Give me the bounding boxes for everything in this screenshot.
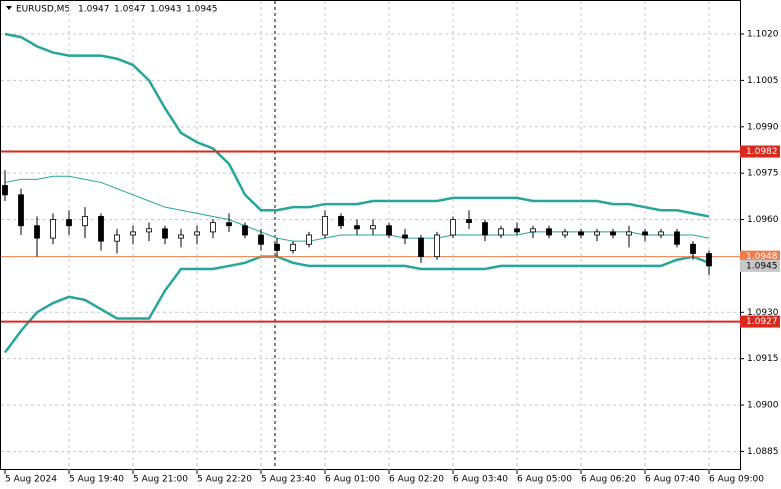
candle-body xyxy=(418,237,424,258)
candle-body xyxy=(690,243,696,254)
y-tick-label: 1.0900 xyxy=(747,401,779,411)
level-label-box xyxy=(740,315,780,328)
candle-body xyxy=(402,234,408,239)
candle-body xyxy=(34,225,40,239)
x-tick-label: 5 Aug 23:40 xyxy=(261,475,316,485)
candle-body xyxy=(594,231,600,236)
level-label: 1.0948 xyxy=(746,252,778,262)
x-tick-label: 6 Aug 02:20 xyxy=(389,475,444,485)
candle-body xyxy=(194,231,200,236)
y-tick-label: 1.0975 xyxy=(747,169,779,179)
x-tick-label: 6 Aug 06:20 xyxy=(581,475,636,485)
candle-body xyxy=(98,216,104,242)
candle-body xyxy=(546,228,552,236)
candle-body xyxy=(434,234,440,258)
candle-body xyxy=(450,219,456,236)
header-ohlc: 1.0947 1.0947 1.0943 1.0945 xyxy=(78,5,218,15)
candle-body xyxy=(370,225,376,230)
level-label-box xyxy=(740,145,780,158)
x-tick-label: 5 Aug 21:00 xyxy=(133,475,188,485)
x-tick-label: 6 Aug 01:00 xyxy=(325,475,380,485)
candle-body xyxy=(354,225,360,230)
candle-body xyxy=(466,219,472,224)
candle-body xyxy=(322,216,328,236)
symbol-marker xyxy=(6,6,12,10)
x-tick-label: 6 Aug 07:40 xyxy=(645,475,700,485)
header-value: 1.0945 xyxy=(186,5,218,15)
candle-body xyxy=(290,243,296,251)
candle-body xyxy=(706,253,712,267)
last-price-label: 1.0945 xyxy=(746,261,778,271)
x-tick-label: 5 Aug 19:40 xyxy=(69,475,124,485)
level-label: 1.0982 xyxy=(746,147,778,157)
candle-body xyxy=(178,234,184,239)
x-tick-label: 6 Aug 03:40 xyxy=(453,475,508,485)
candle-body xyxy=(162,228,168,239)
band-line xyxy=(4,32,710,218)
candle-body xyxy=(130,231,136,236)
x-tick-label: 5 Aug 2024 xyxy=(5,475,57,485)
x-tick-label: 6 Aug 05:00 xyxy=(517,475,572,485)
candle-body xyxy=(578,231,584,236)
header-value: 1.0943 xyxy=(150,5,182,15)
candle-body xyxy=(674,231,680,245)
candle-body xyxy=(114,234,120,242)
candle-body xyxy=(514,228,520,233)
candle-body xyxy=(50,219,56,239)
y-tick-label: 1.0915 xyxy=(747,354,779,364)
header-value: 1.0947 xyxy=(114,5,146,15)
x-tick-label: 6 Aug 09:00 xyxy=(709,475,764,485)
candle-body xyxy=(242,225,248,236)
y-tick-label: 1.0960 xyxy=(747,215,779,225)
candle-body xyxy=(210,222,216,233)
y-tick-label: 1.1005 xyxy=(747,76,779,86)
level-label: 1.0927 xyxy=(746,317,778,327)
candle-body xyxy=(642,231,648,236)
header-value: 1.0947 xyxy=(78,5,110,15)
candle-body xyxy=(258,234,264,245)
symbol: EURUSD,M5 xyxy=(16,5,70,15)
candle-body xyxy=(146,228,152,233)
candle-body xyxy=(498,228,504,236)
y-tick-label: 1.1020 xyxy=(747,30,779,40)
candle-body xyxy=(626,231,632,236)
y-tick-label: 1.0930 xyxy=(747,308,779,318)
candle-body xyxy=(658,231,664,236)
candle-body xyxy=(2,185,8,196)
level-label-box xyxy=(740,250,780,263)
candle-body xyxy=(530,228,536,233)
candle-body xyxy=(610,231,616,236)
y-tick-label: 1.0885 xyxy=(747,447,779,457)
candle-body xyxy=(338,216,344,227)
band-line xyxy=(3,255,710,354)
candle-body xyxy=(306,234,312,245)
x-tick-label: 5 Aug 22:20 xyxy=(197,475,252,485)
candle-body xyxy=(82,216,88,227)
candle-body xyxy=(66,219,72,227)
candle-body xyxy=(562,231,568,236)
candle-body xyxy=(18,194,24,227)
candle-body xyxy=(274,243,280,251)
last-price-box xyxy=(740,259,780,272)
y-tick-label: 1.0990 xyxy=(747,122,779,132)
candle-body xyxy=(226,222,232,227)
candle-body xyxy=(386,225,392,236)
candle-body xyxy=(482,222,488,236)
